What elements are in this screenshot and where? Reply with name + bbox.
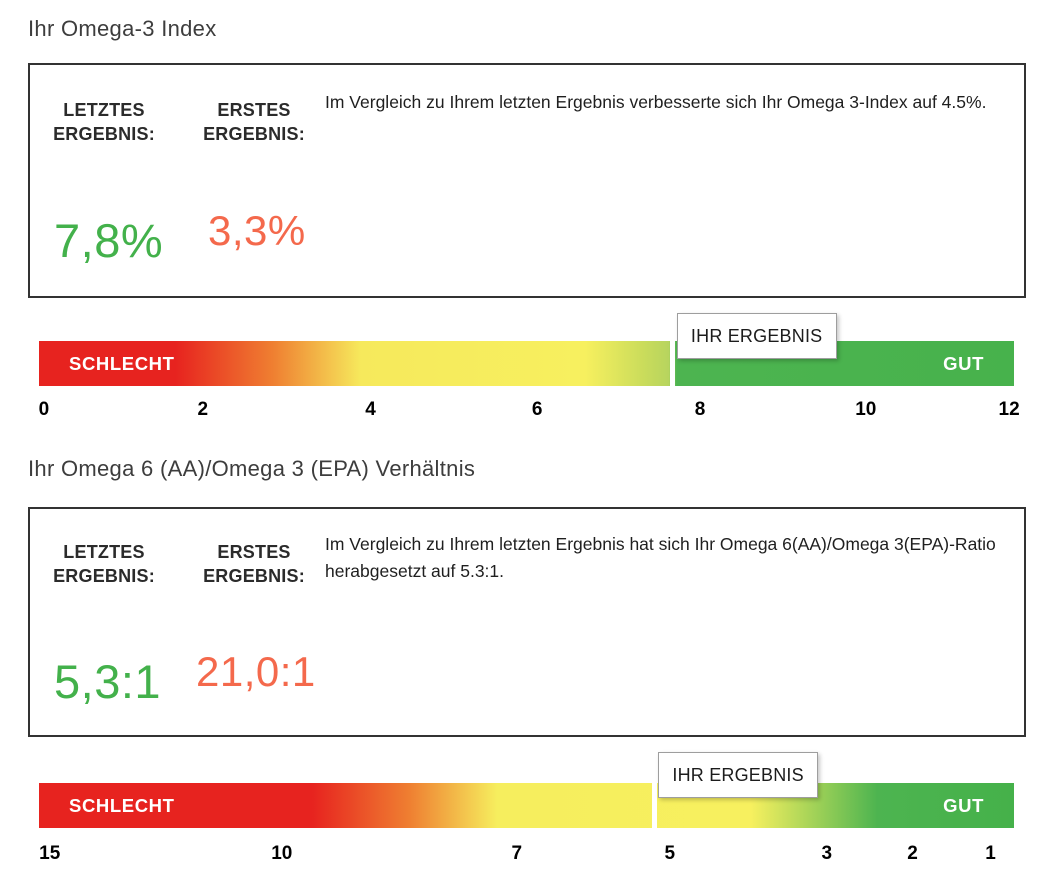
ratio-gauge-bar: SCHLECHT GUT IHR ERGEBNIS [39,752,1014,828]
axis-tick: 12 [998,399,1020,420]
axis-tick: 2 [907,843,918,864]
axis-tick: 0 [38,399,50,420]
good-zone-label: GUT [943,794,984,816]
ratio-result-card: LETZTES ERGEBNIS: ERSTES ERGEBNIS: Im Ve… [28,507,1026,737]
axis-tick: 10 [855,399,877,420]
good-zone-label: GUT [943,352,984,374]
result-marker-label: IHR ERGEBNIS [676,313,837,359]
first-result-value: 21,0:1 [196,648,316,695]
omega3-result-card: LETZTES ERGEBNIS: ERSTES ERGEBNIS: Im Ve… [28,63,1026,298]
axis-tick: 5 [664,843,676,864]
axis-tick: 4 [365,399,376,420]
section-title-omega3-index: Ihr Omega-3 Index [28,16,217,41]
last-result-label: LETZTES ERGEBNIS: [53,100,155,145]
axis-tick: 15 [39,843,61,864]
result-marker-label: IHR ERGEBNIS [658,752,819,798]
axis-tick: 10 [271,843,293,864]
ratio-axis-ticks: 15 10 7 5 3 2 1 [39,843,1014,869]
comparison-text: Im Vergleich zu Ihrem letzten Ergebnis h… [325,534,996,582]
comparison-text: Im Vergleich zu Ihrem letzten Ergebnis v… [325,92,987,112]
first-result-label: ERSTES ERGEBNIS: [203,542,305,587]
last-result-value: 7,8% [54,214,164,267]
first-result-value: 3,3% [208,207,306,254]
section-title-omega6-3-ratio: Ihr Omega 6 (AA)/Omega 3 (EPA) Verhältni… [28,456,476,481]
result-marker-line [652,783,658,828]
last-result-value: 5,3:1 [54,655,162,708]
first-result-label: ERSTES ERGEBNIS: [203,100,305,145]
omega3-axis-ticks: 0 2 4 6 8 10 12 [38,399,1020,425]
bad-zone-label: SCHLECHT [69,794,175,816]
axis-tick: 6 [531,399,543,420]
result-marker-line [669,341,675,386]
axis-tick: 1 [985,843,996,864]
bad-zone-label: SCHLECHT [69,352,175,374]
axis-tick: 2 [197,399,209,420]
axis-tick: 3 [821,843,833,864]
axis-tick: 8 [694,399,706,420]
last-result-label: LETZTES ERGEBNIS: [53,542,155,587]
omega3-gauge-bar: SCHLECHT GUT IHR ERGEBNIS [39,313,1014,386]
axis-tick: 7 [511,843,523,864]
